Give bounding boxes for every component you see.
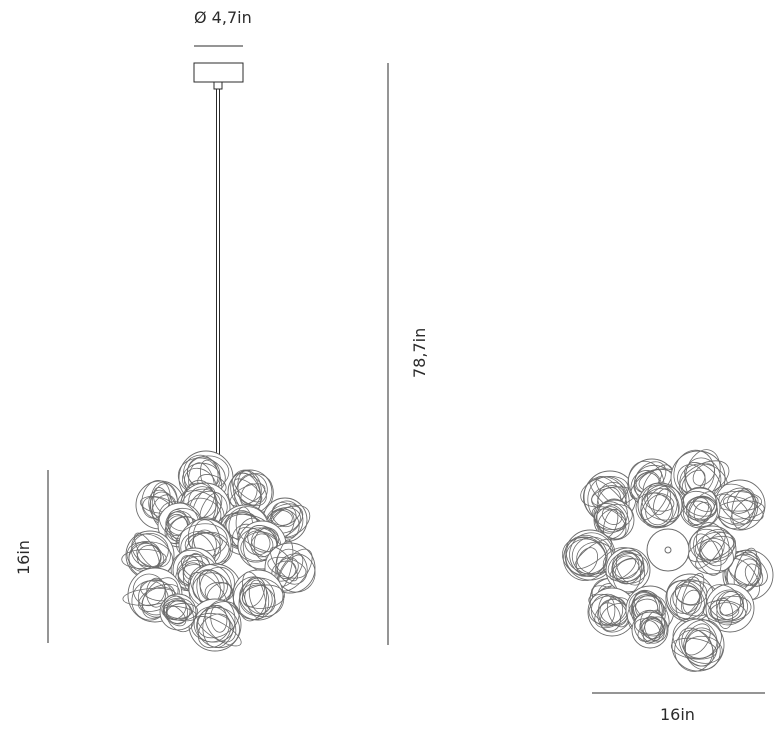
side-elevation-view xyxy=(47,45,389,652)
plan-wire-sphere xyxy=(670,618,725,672)
plan-wire-sphere xyxy=(679,486,721,529)
center-point xyxy=(664,546,672,554)
plan-wire-sphere xyxy=(635,482,685,529)
side-wire-sphere xyxy=(159,593,199,633)
fixture-height-label: 16in xyxy=(14,540,33,575)
wire-sphere-cluster-plan xyxy=(562,449,774,672)
side-wire-sphere xyxy=(188,598,242,652)
canopy-diameter-label: Ø 4,7in xyxy=(194,8,252,27)
side-wire-sphere xyxy=(232,569,286,622)
plan-wire-sphere xyxy=(631,609,669,649)
ceiling-canopy xyxy=(193,62,244,83)
plan-wire-sphere xyxy=(591,498,635,541)
fixture-width-label: 16in xyxy=(660,705,695,724)
plan-wire-sphere xyxy=(562,529,616,581)
canopy-connector xyxy=(213,81,223,90)
plan-wire-sphere xyxy=(702,583,755,633)
plan-wire-sphere xyxy=(687,522,737,576)
total-height-label: 78,7in xyxy=(410,327,429,378)
wire-sphere-cluster-side xyxy=(121,450,316,652)
plan-wire-sphere xyxy=(602,547,651,595)
plan-view xyxy=(562,449,774,694)
plan-wire-sphere xyxy=(711,479,766,531)
